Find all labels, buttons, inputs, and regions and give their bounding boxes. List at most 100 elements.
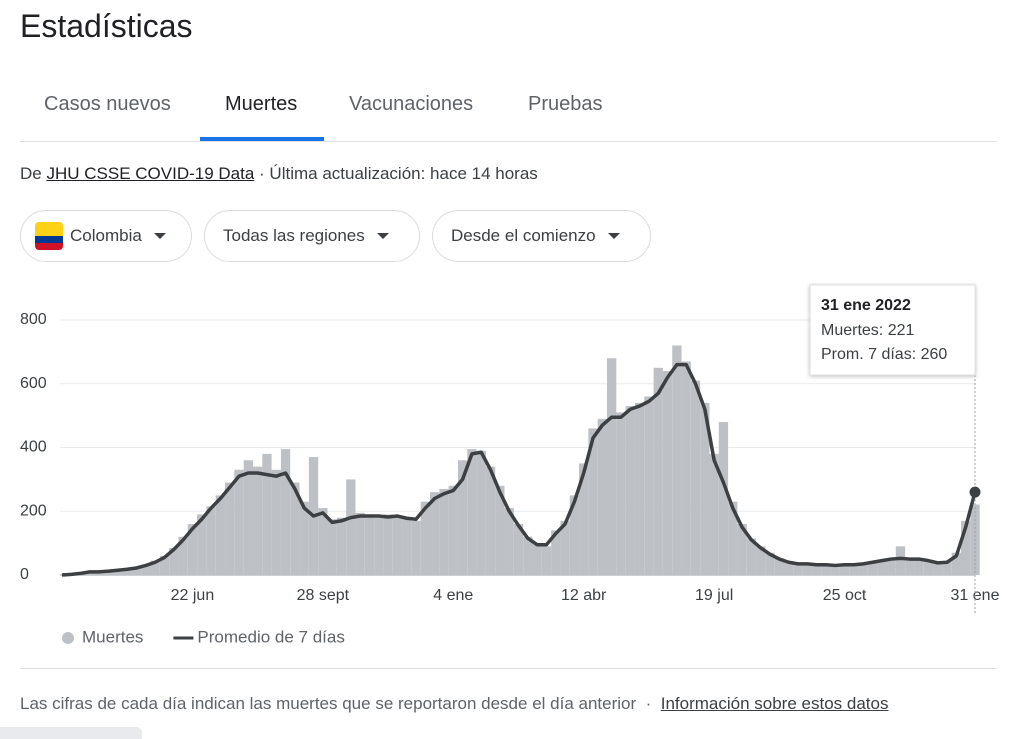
filter-label: Desde el comienzo bbox=[451, 226, 596, 245]
bar bbox=[746, 538, 757, 575]
bar bbox=[513, 524, 524, 575]
bar bbox=[402, 517, 412, 575]
bar bbox=[299, 501, 309, 575]
source-line: De JHU CSSE COVID-19 Data · Última actua… bbox=[20, 164, 538, 184]
bar bbox=[914, 558, 924, 575]
bar bbox=[942, 561, 952, 575]
tab[interactable]: Casos nuevos bbox=[44, 93, 171, 115]
bar bbox=[523, 536, 533, 575]
region-filter[interactable]: Todas las regiones bbox=[204, 210, 420, 262]
footer-link[interactable]: Información sobre estos datos bbox=[660, 694, 889, 713]
x-tick-label: 22 jun bbox=[171, 587, 215, 604]
divider bbox=[20, 141, 997, 142]
bar bbox=[784, 561, 794, 575]
bar bbox=[961, 520, 971, 575]
bar bbox=[737, 524, 747, 575]
flag bbox=[35, 222, 63, 250]
bar bbox=[532, 543, 542, 575]
bar bbox=[150, 560, 160, 575]
bar bbox=[383, 514, 393, 575]
filter-label: Colombia bbox=[70, 226, 142, 245]
filter-label: Todas las regiones bbox=[223, 226, 365, 245]
tooltip-box bbox=[809, 284, 976, 376]
bar bbox=[634, 402, 645, 575]
bar bbox=[495, 485, 505, 575]
bar bbox=[569, 495, 580, 575]
bar bbox=[429, 492, 440, 575]
y-tick-label: 200 bbox=[20, 502, 47, 519]
country-filter[interactable]: Colombia bbox=[20, 210, 192, 262]
bar bbox=[662, 371, 673, 575]
bar bbox=[206, 506, 216, 575]
bar bbox=[774, 558, 785, 575]
bar bbox=[504, 508, 514, 575]
footer-text: Las cifras de cada día indican las muert… bbox=[20, 694, 637, 713]
bar bbox=[644, 396, 654, 575]
page-title: Estadísticas bbox=[20, 8, 193, 44]
bar bbox=[327, 519, 337, 575]
legend-swatch bbox=[173, 636, 194, 640]
bar bbox=[457, 460, 468, 575]
bar bbox=[485, 466, 496, 575]
bar bbox=[802, 563, 812, 575]
bar bbox=[597, 418, 608, 575]
hover-dot bbox=[969, 486, 981, 498]
x-tick-label: 25 oct bbox=[823, 587, 867, 604]
source-link[interactable]: JHU CSSE COVID-19 Data bbox=[46, 164, 255, 183]
bar bbox=[709, 453, 719, 575]
bar bbox=[271, 469, 281, 575]
bar bbox=[234, 469, 244, 575]
bar bbox=[169, 547, 179, 575]
bar bbox=[467, 449, 477, 575]
bar bbox=[895, 546, 906, 575]
tooltip: 31 ene 2022 Muertes: 221 Prom. 7 días: 260 bbox=[809, 284, 976, 376]
tab[interactable]: Vacunaciones bbox=[349, 93, 474, 115]
legend-label: Muertes bbox=[82, 627, 143, 646]
bar bbox=[122, 568, 132, 575]
bar bbox=[197, 514, 207, 575]
legend-label: Promedio de 7 días bbox=[197, 627, 344, 646]
tab[interactable]: Pruebas bbox=[528, 93, 603, 115]
bar bbox=[672, 345, 682, 575]
y-tick-label: 0 bbox=[20, 566, 29, 583]
x-tick-label: 4 ene bbox=[433, 587, 473, 604]
bar bbox=[681, 361, 691, 575]
avg-line bbox=[61, 362, 977, 577]
tab-indicator bbox=[200, 137, 324, 141]
bar bbox=[765, 552, 775, 575]
bar bbox=[243, 460, 253, 575]
bar bbox=[718, 422, 729, 575]
bar bbox=[420, 501, 430, 575]
bar bbox=[830, 564, 840, 575]
legend-swatch bbox=[62, 632, 74, 644]
tab-active[interactable]: Muertes bbox=[225, 93, 298, 115]
tooltip-line: Prom. 7 días: 260 bbox=[821, 346, 947, 363]
x-tick-label: 28 sept bbox=[297, 587, 350, 604]
bar bbox=[933, 562, 943, 575]
source-prefix: De bbox=[20, 164, 42, 183]
bar bbox=[141, 564, 151, 575]
bar bbox=[476, 450, 486, 575]
caret bbox=[376, 233, 389, 239]
bar bbox=[187, 524, 198, 575]
tooltip-title: 31 ene 2022 bbox=[821, 297, 911, 314]
bar bbox=[355, 512, 365, 575]
bar bbox=[728, 501, 738, 575]
bar bbox=[625, 406, 635, 575]
bar bbox=[280, 449, 291, 575]
caret bbox=[153, 233, 166, 239]
bar bbox=[318, 508, 328, 575]
bar bbox=[252, 466, 263, 575]
bar bbox=[867, 561, 878, 575]
bar bbox=[448, 485, 458, 575]
bar bbox=[411, 520, 421, 575]
chart: 0 200 400 600 800 22 jun 28 sept 4 ene 12 abr 19 … bbox=[20, 284, 1000, 646]
bar bbox=[290, 482, 300, 575]
bar bbox=[700, 402, 710, 575]
bar bbox=[579, 463, 589, 575]
time-filter[interactable]: Desde el comienzo bbox=[432, 210, 651, 262]
bar bbox=[653, 367, 663, 575]
bar bbox=[336, 517, 347, 575]
footer: Las cifras de cada día indican las muert… bbox=[20, 694, 888, 714]
